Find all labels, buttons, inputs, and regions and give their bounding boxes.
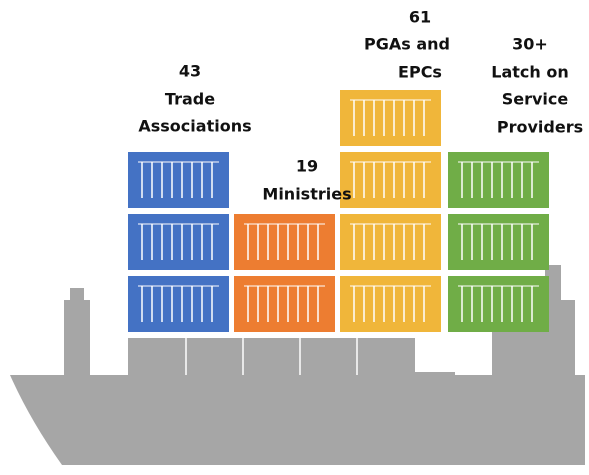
container: [128, 276, 229, 332]
group-label: Latch on: [491, 63, 568, 82]
group-label: EPCs: [398, 63, 442, 82]
container-body: [340, 90, 441, 146]
container: [340, 90, 441, 146]
container: [448, 214, 549, 270]
hull: [10, 375, 585, 465]
container-body: [448, 152, 549, 208]
container-body: [340, 214, 441, 270]
container: [234, 214, 335, 270]
container: [340, 276, 441, 332]
mast: [64, 300, 90, 378]
container-body: [448, 214, 549, 270]
ship: [10, 265, 585, 465]
container-body: [340, 152, 441, 208]
container: [128, 214, 229, 270]
group-label: PGAs and: [364, 35, 450, 54]
mast-top: [70, 288, 84, 302]
group-label: Trade: [165, 90, 215, 109]
container-body: [448, 276, 549, 332]
deck-cargo: [128, 338, 415, 378]
group-number: 30+: [512, 35, 548, 54]
labels: 43 Trade Associations 19 Ministries 61 P…: [138, 8, 583, 204]
deck-lines: [185, 338, 358, 375]
container-body: [340, 276, 441, 332]
container: [340, 214, 441, 270]
group-label: Ministries: [262, 185, 351, 204]
group-number: 19: [296, 157, 318, 176]
group-number: 61: [409, 8, 431, 27]
container: [448, 152, 549, 208]
container-body: [128, 152, 229, 208]
container: [448, 276, 549, 332]
group-number: 43: [179, 62, 201, 81]
group-label: Associations: [138, 117, 251, 136]
container-body: [234, 276, 335, 332]
container-body: [128, 214, 229, 270]
group-label: Providers: [497, 118, 583, 137]
container: [128, 152, 229, 208]
container: [340, 152, 441, 208]
container: [234, 276, 335, 332]
group-label: Service: [502, 90, 569, 109]
containers: [128, 90, 549, 332]
container-body: [234, 214, 335, 270]
container-body: [128, 276, 229, 332]
